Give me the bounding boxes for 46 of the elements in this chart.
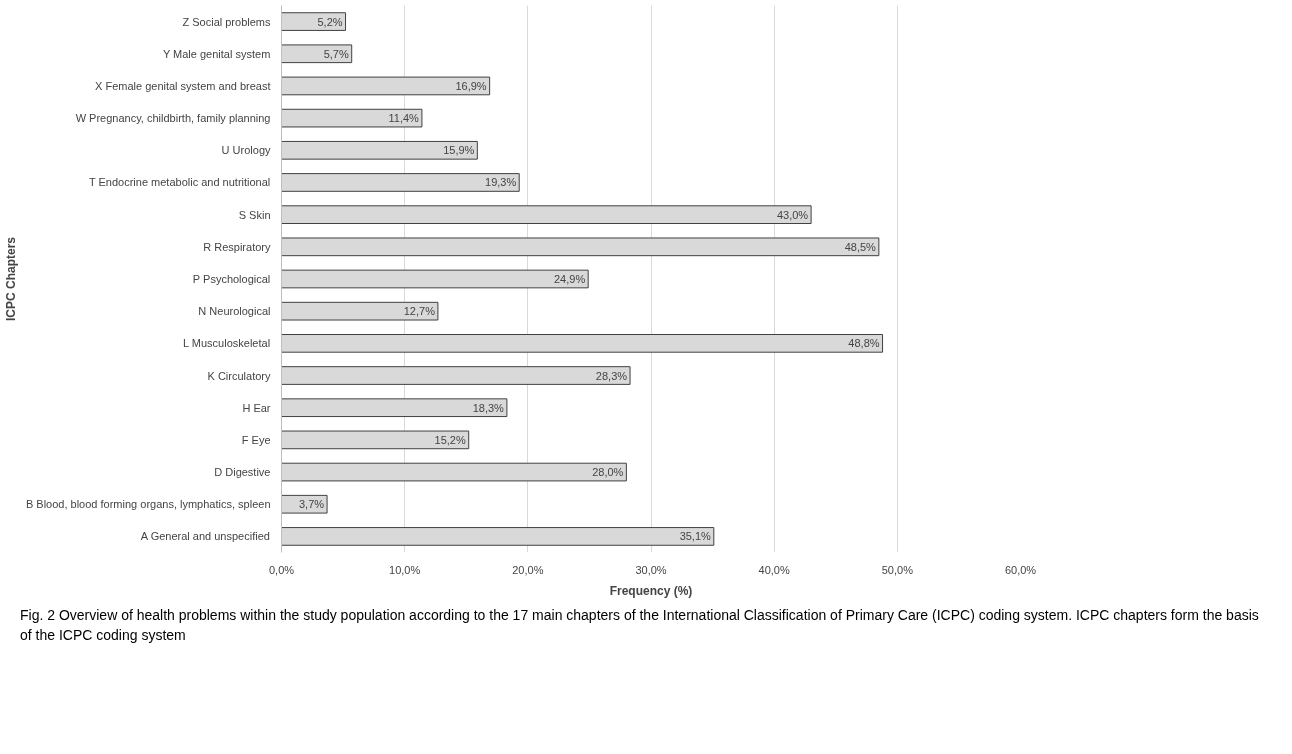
x-tick-label: 20,0% [512,563,544,576]
y-tick-label: T Endocrine metabolic and nutritional [88,176,271,189]
x-axis-title: Frequency (%) [609,583,693,598]
y-tick-label: H Ear [242,401,271,414]
x-tick-label: 10,0% [389,563,421,576]
y-tick-label: S Skin [238,208,271,221]
data-label: 48,5% [844,240,877,253]
x-tick-label: 40,0% [758,563,790,576]
x-tick-label: 50,0% [881,563,914,576]
y-tick-label: P Psychological [192,273,271,285]
y-tick-label: N Neurological [198,305,271,318]
data-label: 43,0% [776,208,809,221]
data-label: 5,7% [323,47,349,60]
data-label: 5,2% [317,15,343,28]
y-tick-label: W Pregnancy, childbirth, family planning [75,112,271,125]
y-tick-label: L Musculoskeletal [183,337,271,350]
data-label: 28,0% [592,466,624,479]
bar [281,12,347,31]
data-label: 12,7% [403,305,436,318]
data-label: 15,2% [434,433,466,446]
y-tick-label: R Respiratory [203,240,271,253]
data-label: 11,4% [388,112,420,125]
y-tick-label: F Eye [241,433,271,446]
y-tick-label: X Female genital system and breast [95,79,271,92]
y-tick-label: A General and unspecified [140,530,270,543]
data-label: 18,3% [472,401,505,414]
data-label: 24,9% [554,273,586,285]
y-axis-title: ICPC Chapters [3,236,18,322]
data-label: 15,9% [443,144,475,157]
y-tick-label: Y Male genital system [162,47,271,60]
data-label: 19,3% [485,176,517,189]
data-label: 48,8% [848,337,880,350]
x-tick-label: 60,0% [1004,563,1037,576]
y-tick-label: D Digestive [214,466,271,479]
caption: Fig. 2 Overview of health problems within the study population according to the 17 main chapters of the International Classification of Primary Care (ICPC) coding system. ICPC chapters form the basis of the ICPC coding system [20,606,1260,645]
data-label: 35,1% [679,530,712,543]
bar [281,44,353,64]
y-tick-label: B Blood, blood forming organs, lymphatics, spleen [25,498,271,511]
x-tick-label: 30,0% [635,563,667,576]
y-tick-label: K Circulatory [207,369,271,382]
data-label: 16,9% [455,79,487,92]
data-label: 28,3% [595,369,628,382]
y-tick-label: Z Social problems [182,15,271,28]
y-tick-label: U Urology [221,144,271,157]
x-tick-label: 0,0% [268,563,295,576]
data-label: 3,7% [299,498,325,511]
